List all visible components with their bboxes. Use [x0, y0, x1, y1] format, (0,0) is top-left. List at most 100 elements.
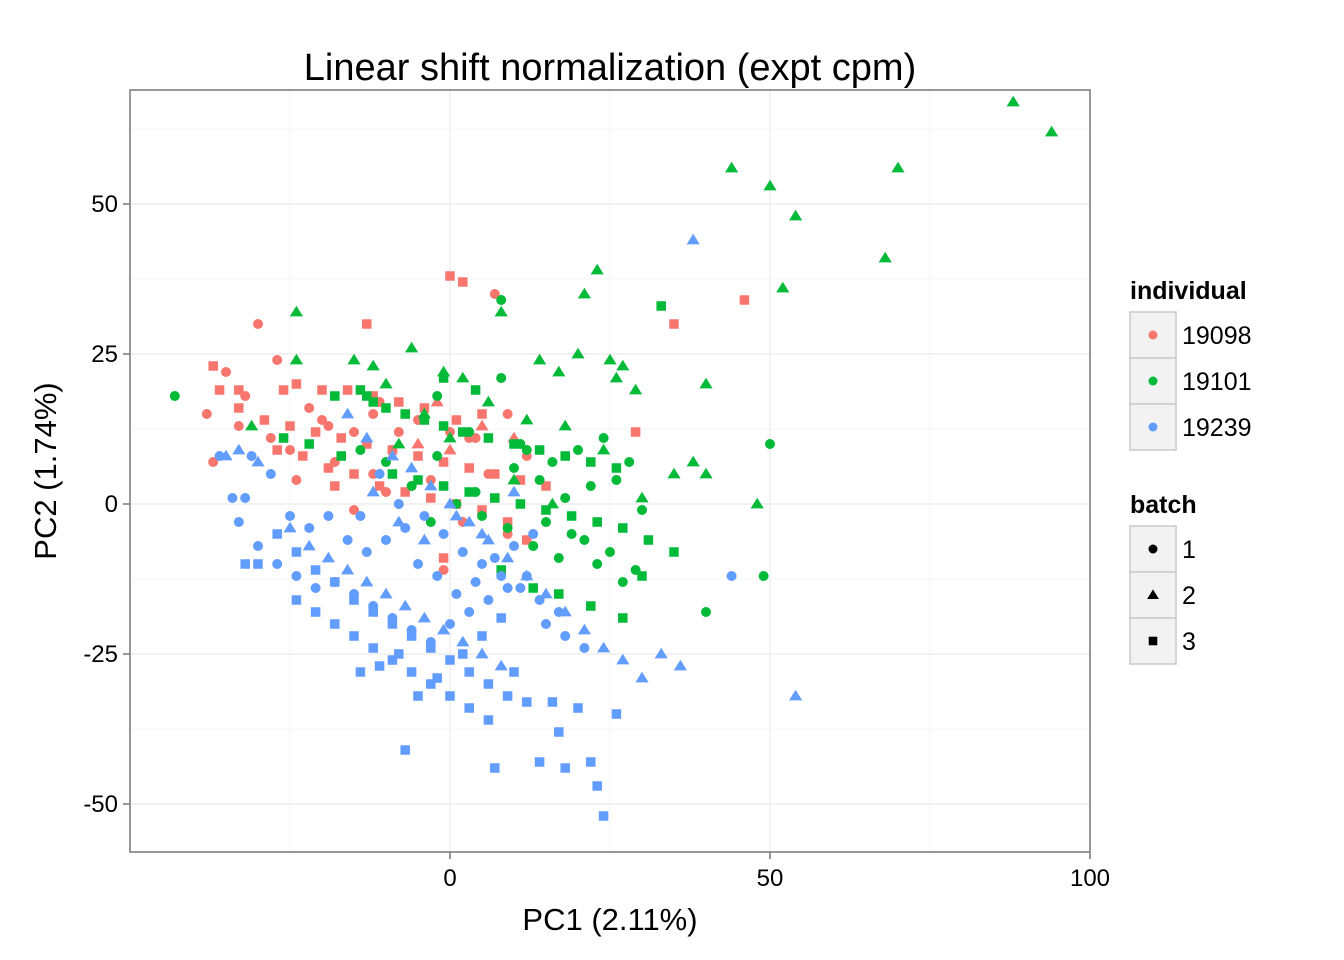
point-19101-batch2: [289, 305, 303, 317]
legend-label-19239: 19239: [1182, 414, 1252, 442]
point-19098-batch1: [323, 421, 334, 431]
point-19098-batch3: [342, 385, 353, 395]
point-19239-batch2: [654, 647, 668, 659]
legend-title-batch: batch: [1130, 491, 1197, 519]
point-19101-batch1: [425, 517, 436, 527]
point-19098-batch1: [349, 505, 359, 515]
point-19239-batch3: [349, 595, 359, 605]
point-19098-batch3: [458, 277, 468, 287]
point-19101-batch2: [289, 353, 303, 365]
point-19239-batch3: [374, 661, 385, 671]
point-19101-batch3: [336, 451, 346, 461]
point-19239-batch2: [494, 659, 508, 671]
point-19239-batch2: [539, 587, 553, 599]
point-19239-batch2: [443, 497, 457, 509]
point-19098-batch1: [502, 409, 513, 419]
point-19239-batch1: [489, 553, 500, 563]
point-19101-batch3: [618, 523, 628, 533]
point-19239-batch3: [598, 811, 609, 821]
point-19239-batch2: [673, 659, 687, 671]
point-19101-batch1: [765, 439, 775, 449]
point-19239-batch3: [387, 655, 398, 665]
point-19239-batch3: [477, 631, 487, 641]
point-19101-batch3: [355, 385, 366, 395]
point-19239-batch1: [393, 499, 404, 509]
point-19098-batch3: [259, 415, 270, 425]
point-19239-batch3: [368, 643, 378, 653]
point-19101-batch2: [456, 371, 470, 383]
point-19239-batch3: [464, 703, 474, 713]
point-19098-batch1: [253, 319, 263, 329]
point-19098-batch3: [413, 451, 423, 461]
point-19239-batch2: [366, 485, 380, 497]
point-19098-batch3: [522, 535, 532, 545]
point-19239-batch1: [233, 517, 244, 527]
point-19239-batch3: [445, 655, 455, 665]
point-19239-batch3: [496, 613, 506, 623]
point-19239-batch2: [456, 635, 470, 647]
point-19101-batch3: [534, 445, 545, 455]
point-19101-batch2: [763, 179, 777, 191]
point-19101-batch2: [520, 413, 534, 425]
point-19101-batch3: [464, 487, 474, 497]
point-19101-batch3: [509, 439, 519, 449]
point-19239-batch1: [515, 583, 526, 593]
point-19101-batch1: [432, 391, 443, 401]
point-19101-batch1: [611, 475, 622, 485]
point-19101-batch1: [598, 433, 609, 443]
point-19101-batch3: [413, 475, 423, 485]
point-19239-batch1: [304, 523, 315, 533]
point-19098-batch1: [272, 355, 283, 365]
point-19098-batch3: [278, 385, 289, 395]
point-19101-batch1: [509, 463, 519, 473]
legend-label-batch-2: 2: [1182, 582, 1196, 610]
point-19101-batch1: [637, 505, 647, 515]
point-19239-batch2: [481, 533, 495, 545]
point-19098-batch1: [208, 457, 219, 467]
point-19239-batch3: [355, 667, 366, 677]
point-19239-batch2: [616, 653, 630, 665]
point-19239-batch2: [462, 515, 476, 527]
legend-key-batch-3: [1148, 636, 1158, 646]
point-19101-batch3: [656, 301, 666, 311]
panel-border: [129, 89, 1091, 853]
point-19101-batch1: [547, 457, 558, 467]
point-19098-batch3: [464, 463, 474, 473]
point-19239-batch1: [496, 571, 507, 581]
point-19101-batch3: [611, 463, 622, 473]
point-19239-batch2: [501, 551, 515, 563]
point-19101-batch2: [750, 497, 764, 509]
point-19098-batch1: [393, 427, 404, 437]
point-19098-batch3: [317, 385, 327, 395]
point-19101-batch1: [566, 529, 577, 539]
point-19101-batch2: [699, 377, 713, 389]
point-19101-batch3: [438, 481, 449, 491]
point-19098-batch3: [362, 319, 372, 329]
point-19239-batch3: [483, 679, 494, 689]
point-19101-batch3: [419, 415, 430, 425]
point-19101-batch2: [552, 365, 566, 377]
x-axis-title: PC1 (2.11%): [522, 902, 697, 937]
point-19239-batch1: [272, 559, 283, 569]
point-19101-batch2: [481, 395, 495, 407]
point-19101-batch3: [669, 547, 679, 557]
point-19098-batch3: [349, 469, 359, 479]
point-19239-batch1: [445, 619, 455, 629]
point-19101-batch3: [381, 403, 391, 413]
axes: 0 50 100 -50 -25 0 25 50: [83, 191, 1110, 892]
point-19239-batch2: [398, 599, 412, 611]
point-19239-batch3: [483, 715, 494, 725]
point-19239-batch2: [520, 569, 534, 581]
point-19101-batch3: [438, 373, 449, 383]
point-19239-batch2: [424, 479, 438, 491]
point-19101-batch3: [586, 601, 596, 611]
point-19101-batch2: [379, 377, 393, 389]
point-19101-batch3: [643, 535, 654, 545]
point-19239-batch3: [406, 631, 417, 641]
point-19101-batch2: [789, 209, 803, 221]
point-19101-batch1: [477, 511, 487, 521]
point-19239-batch3: [547, 697, 558, 707]
point-19101-batch3: [637, 571, 647, 581]
point-19239-batch2: [475, 527, 489, 539]
